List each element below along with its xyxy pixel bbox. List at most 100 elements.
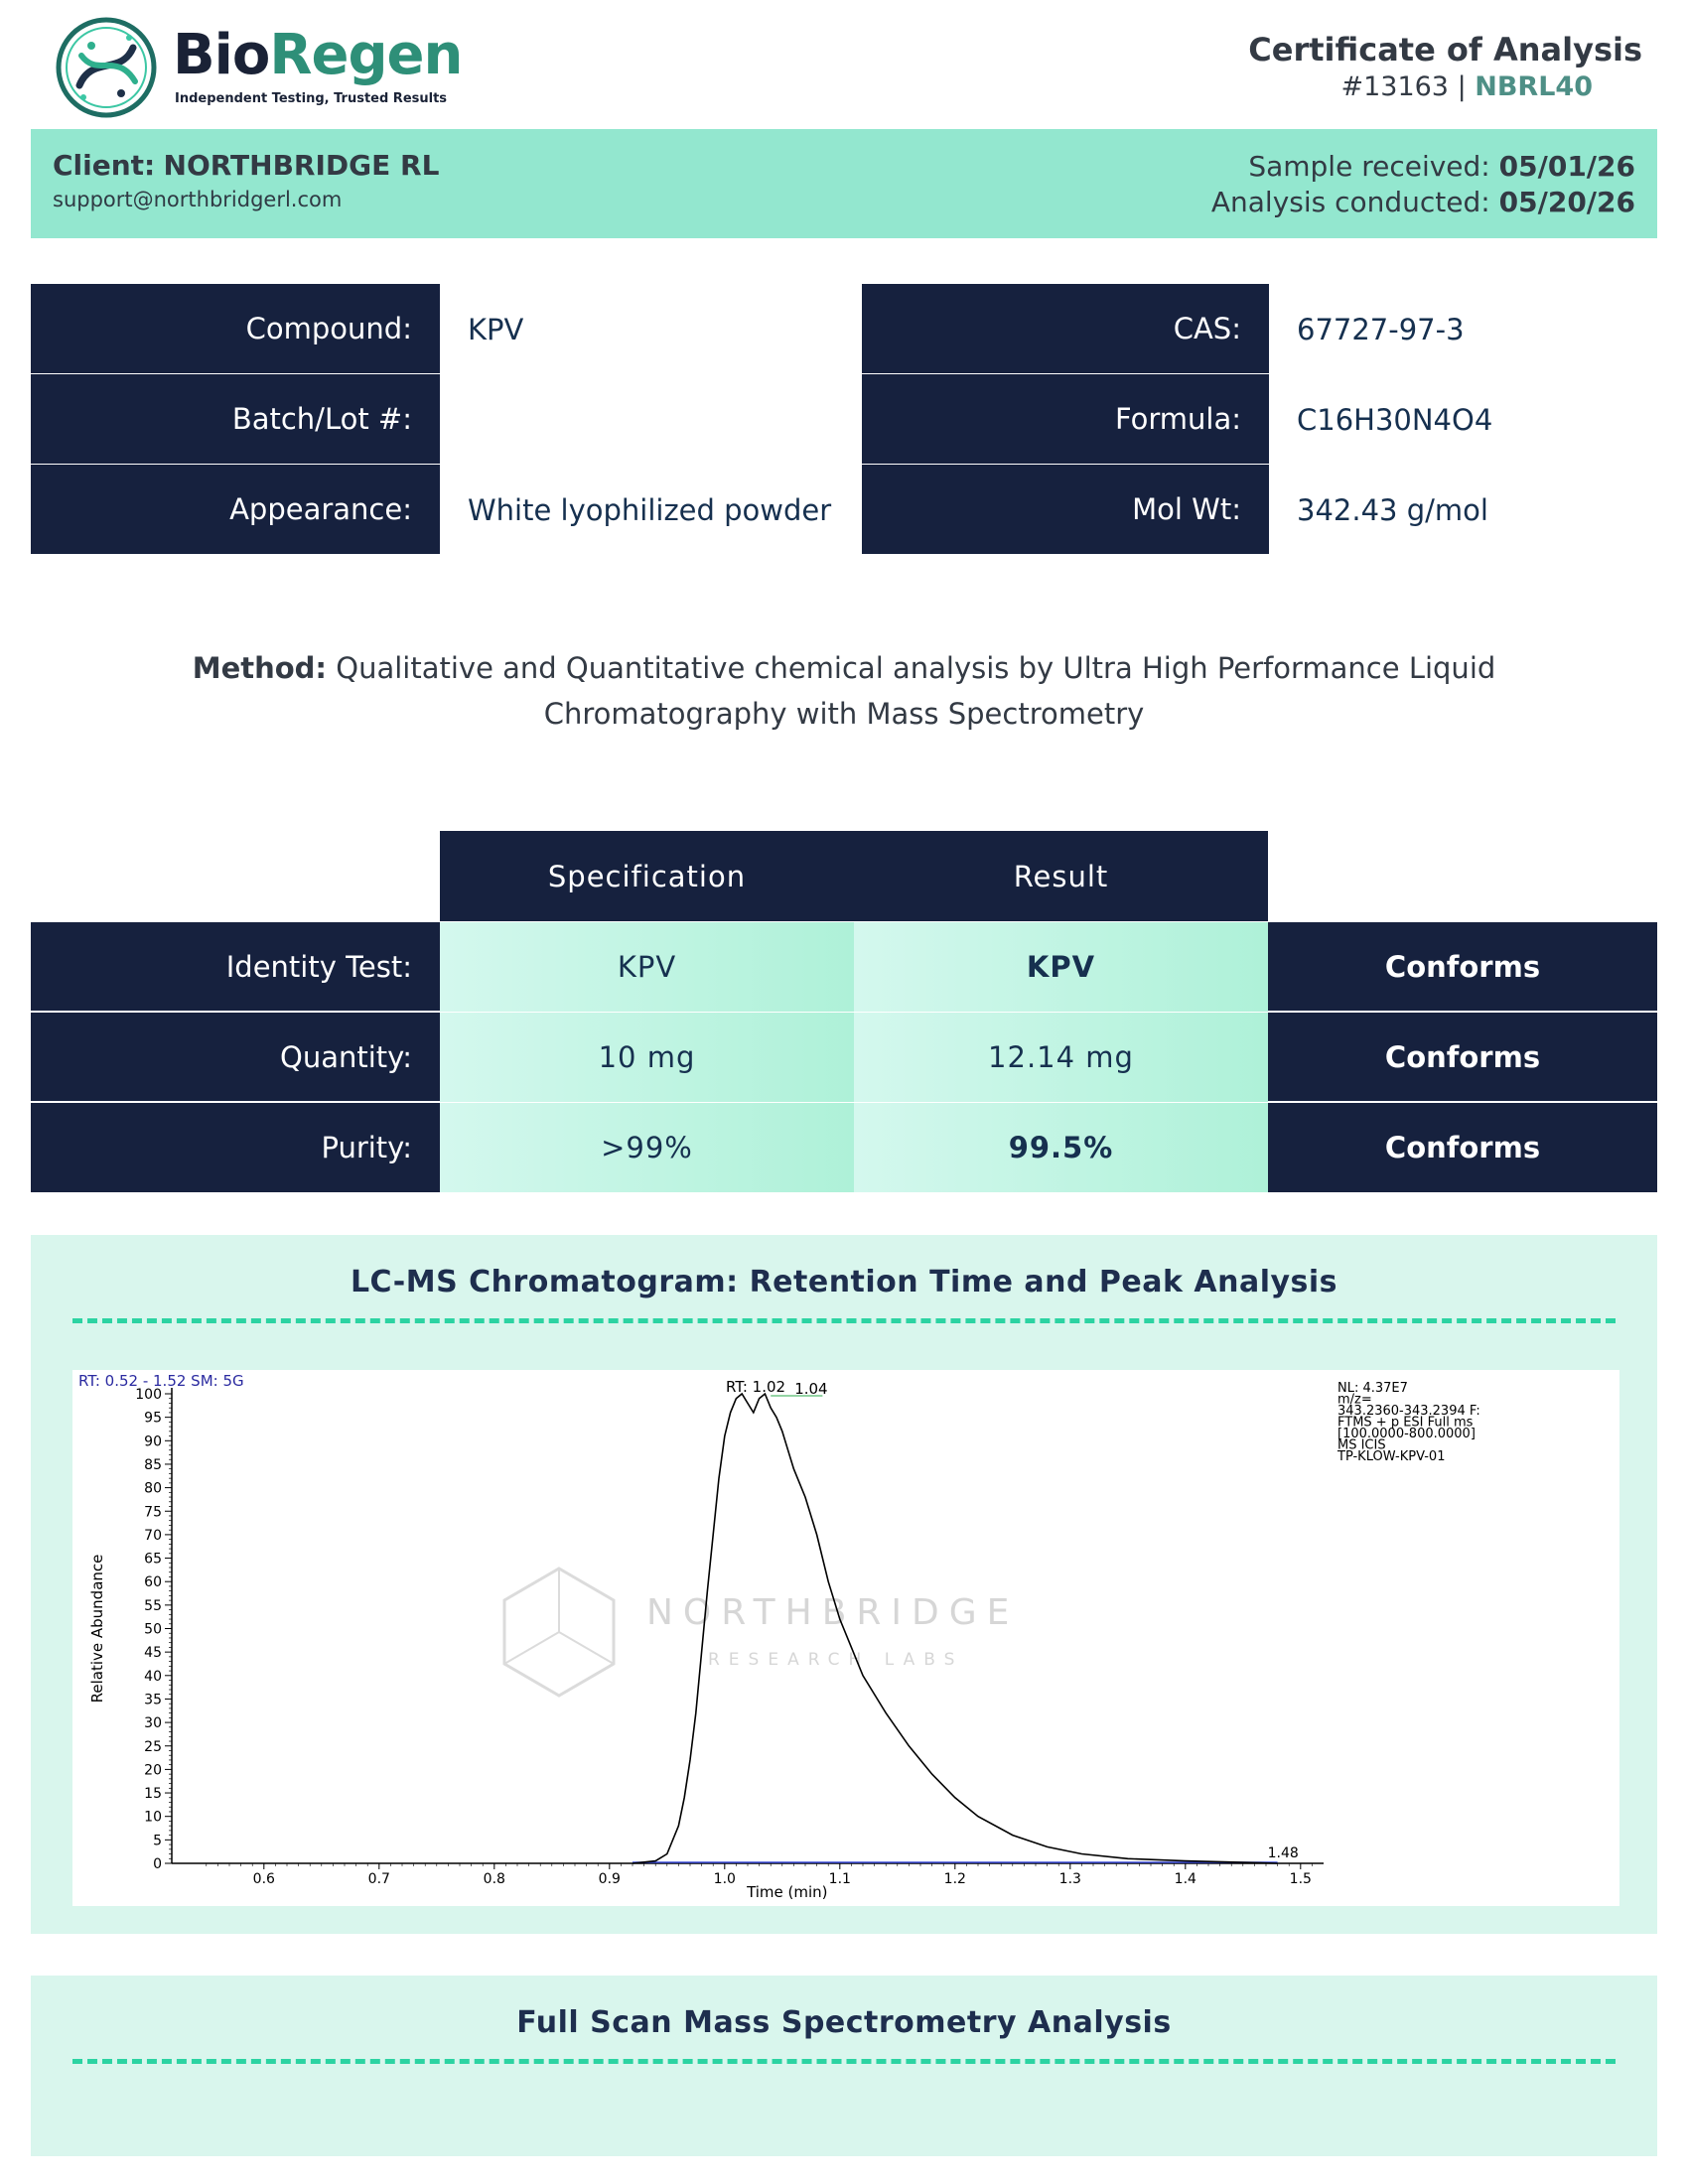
mass-spec-section-title: Full Scan Mass Spectrometry Analysis [516, 2005, 1172, 2040]
chromatogram-trace [632, 1392, 1278, 1864]
y-tick-label: 60 [144, 1574, 162, 1590]
sample-received-line: Sample received: 05/01/26 [1211, 149, 1635, 185]
brand-name-part1: Bio [173, 23, 270, 87]
info-value: C16H30N4O4 [1297, 402, 1493, 437]
x-tick-label: 0.7 [368, 1871, 390, 1887]
client-label: Client: [53, 149, 156, 182]
column-header-result: Result [1013, 859, 1109, 893]
results-spec: 10 mg [440, 1013, 854, 1102]
results-status: Conforms [1268, 1103, 1657, 1192]
results-row-purity: Purity: >99% 99.5% Conforms [31, 1103, 1657, 1192]
client-band: Client: NORTHBRIDGE RL support@northbrid… [31, 129, 1657, 238]
y-tick-label: 45 [144, 1645, 162, 1661]
client-name-line: Client: NORTHBRIDGE RL [53, 149, 439, 182]
x-tick-label: 1.2 [944, 1871, 966, 1887]
info-table-right: CAS: 67727-97-3 Formula: C16H30N4O4 Mol Wt… [862, 284, 1656, 555]
y-tick-label: 85 [144, 1457, 162, 1473]
peak-label-rt: RT: 1.02 [726, 1378, 785, 1396]
results-spec: >99% [440, 1103, 854, 1192]
y-tick-label: 65 [144, 1552, 162, 1568]
analysis-conducted-label: Analysis conducted: [1210, 186, 1490, 218]
y-tick-label: 80 [144, 1481, 162, 1497]
info-row: Mol Wt: 342.43 g/mol [862, 465, 1656, 555]
brand-name: BioRegen [173, 23, 463, 87]
analysis-conducted-line: Analysis conducted: 05/20/26 [1211, 185, 1635, 220]
y-tick-label: 0 [153, 1856, 162, 1872]
certificate-number: #13163 [1340, 71, 1449, 102]
section-divider [72, 2059, 1616, 2064]
y-tick-label: 25 [144, 1739, 162, 1755]
results-value: 99.5% [854, 1103, 1268, 1192]
info-label: Mol Wt: [862, 465, 1269, 555]
instrument-info-line: [100.0000-800.0000] [1337, 1427, 1476, 1441]
instrument-info-line: MS ICIS [1337, 1438, 1386, 1453]
x-tick-label: 1.5 [1290, 1871, 1312, 1887]
client-name: NORTHBRIDGE RL [163, 149, 440, 182]
info-table-left: Compound: KPV Batch/Lot #: Appearance: Whi… [31, 284, 857, 555]
y-tick-label: 90 [144, 1433, 162, 1449]
x-tick-label: 1.1 [829, 1871, 851, 1887]
mass-spec-section: Full Scan Mass Spectrometry Analysis [31, 1976, 1657, 2156]
chromatogram-chart: NORTHBRIDGE RESEARCH LABS 0 5 10 15 20 25 30 35… [72, 1370, 1619, 1906]
peak-end-label: 1.48 [1268, 1845, 1299, 1861]
chart-header-left: RT: 0.52 - 1.52 SM: 5G [78, 1372, 244, 1390]
info-value [440, 374, 857, 465]
info-row: Compound: KPV [31, 284, 857, 374]
info-value: KPV [468, 312, 524, 346]
instrument-info-line: NL: 4.37E7 [1337, 1381, 1408, 1396]
biohelix-logo-icon [56, 17, 157, 118]
info-label: Appearance: [31, 465, 440, 555]
x-tick-label: 0.9 [599, 1871, 621, 1887]
certificate-number-line: #13163 | NBRL40 [1248, 69, 1593, 105]
watermark-subtitle: RESEARCH LABS [708, 1650, 963, 1670]
info-label: Formula: [862, 374, 1269, 465]
info-row: Formula: C16H30N4O4 [862, 374, 1656, 465]
instrument-info-line: FTMS + p ESI Full ms [1337, 1416, 1474, 1431]
results-row-label: Identity Test: [31, 922, 440, 1012]
certificate-separator: | [1448, 71, 1476, 102]
chromatogram-section: LC-MS Chromatogram: Retention Time and P… [31, 1235, 1657, 1934]
info-label: Batch/Lot #: [31, 374, 440, 465]
y-tick-label: 40 [144, 1669, 162, 1685]
results-status: Conforms [1268, 1013, 1657, 1102]
info-label: CAS: [862, 284, 1269, 374]
certificate-code: NBRL40 [1475, 71, 1593, 102]
y-tick-label: 95 [144, 1411, 162, 1427]
results-row-quantity: Quantity: 10 mg 12.14 mg Conforms [31, 1013, 1657, 1102]
x-tick-label: 0.8 [484, 1871, 505, 1887]
y-tick-label: 35 [144, 1692, 162, 1707]
analysis-conducted-date: 05/20/26 [1498, 186, 1635, 218]
method-text: Qualitative and Quantitative chemical an… [336, 651, 1496, 731]
watermark-hexagon-icon [502, 1567, 616, 1698]
y-tick-label: 10 [144, 1810, 162, 1826]
certificate-title: Certificate of Analysis [1248, 31, 1642, 68]
results-row-label: Quantity: [31, 1013, 440, 1102]
x-tick-label: 1.0 [714, 1871, 736, 1887]
info-label: Compound: [31, 284, 440, 374]
results-row-label: Purity: [31, 1103, 440, 1192]
y-tick-label: 30 [144, 1715, 162, 1731]
y-tick-label: 5 [153, 1833, 162, 1848]
y-tick-label: 55 [144, 1598, 162, 1614]
client-email: support@northbridgerl.com [53, 188, 343, 211]
watermark: NORTHBRIDGE RESEARCH LABS [502, 1567, 1009, 1698]
sample-received-label: Sample received: [1248, 150, 1490, 183]
results-status: Conforms [1268, 922, 1657, 1012]
method-description: Method: Qualitative and Quantitative che… [99, 645, 1589, 737]
x-tick-label: 0.6 [253, 1871, 275, 1887]
chromatogram-svg: NORTHBRIDGE RESEARCH LABS 0 5 10 15 20 25 30 35… [78, 1372, 1480, 1901]
section-divider [72, 1318, 1616, 1323]
x-axis-label: Time (min) [746, 1883, 827, 1901]
brand-name-part2: Regen [269, 23, 463, 87]
results-spec: KPV [440, 922, 854, 1012]
x-tick-label: 1.4 [1175, 1871, 1196, 1887]
results-value: KPV [854, 922, 1268, 1012]
y-tick-label: 15 [144, 1786, 162, 1802]
peak-label-secondary: 1.04 [794, 1380, 827, 1398]
info-value: 67727-97-3 [1297, 312, 1465, 346]
results-table-header: Specification Result [440, 831, 1268, 921]
info-row: CAS: 67727-97-3 [862, 284, 1656, 374]
info-row: Batch/Lot #: [31, 374, 857, 465]
instrument-info-line: m/z= [1337, 1393, 1372, 1408]
y-tick-label: 50 [144, 1622, 162, 1638]
